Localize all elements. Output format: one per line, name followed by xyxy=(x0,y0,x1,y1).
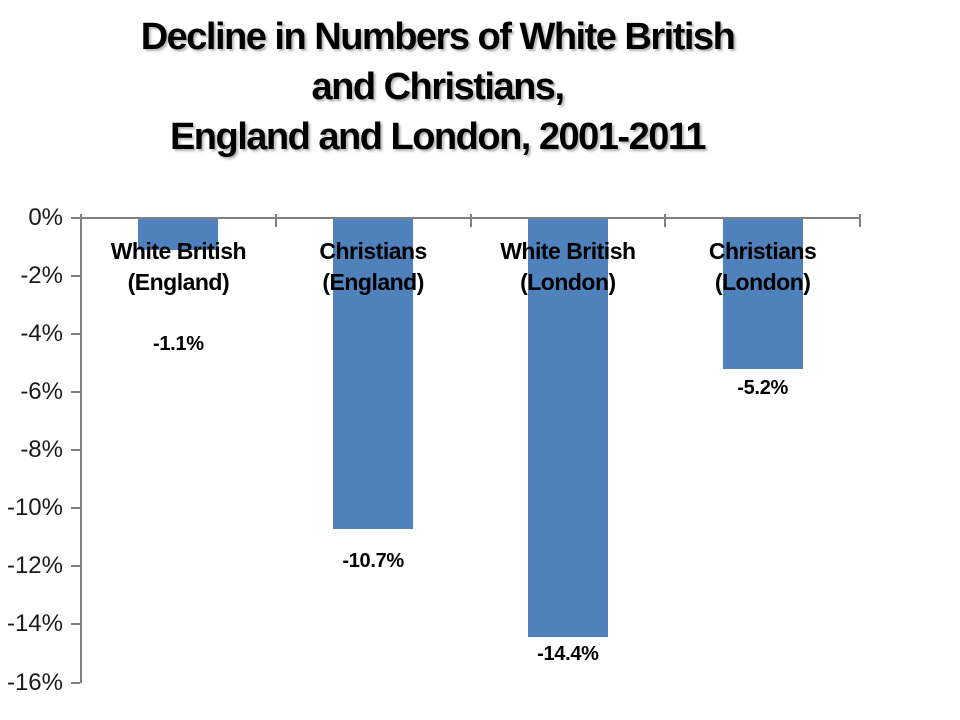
chart-title: Decline in Numbers of White British and … xyxy=(55,12,820,162)
y-tick-label: -12% xyxy=(6,552,63,580)
bar-christians-england xyxy=(333,219,414,529)
bar-christians-london xyxy=(722,219,803,369)
y-tick-label: -6% xyxy=(20,377,63,405)
category-label-christians-england: Christians (England) xyxy=(253,236,493,298)
category-label-line: (London) xyxy=(520,269,616,295)
y-tick-label: -2% xyxy=(20,261,63,289)
category-label-white-british-england: White British (England) xyxy=(58,236,298,298)
data-label-christians-london: -5.2% xyxy=(737,377,788,399)
category-label-line: (England) xyxy=(322,269,424,295)
y-tick-mark xyxy=(71,216,80,219)
y-tick-mark xyxy=(71,274,80,277)
y-axis-line xyxy=(80,217,82,683)
x-tick-mark xyxy=(469,214,472,227)
y-tick-label: -4% xyxy=(20,319,63,347)
bar-white-british-london xyxy=(527,219,608,637)
chart-title-line-3: England and London, 2001-2011 xyxy=(169,116,707,158)
y-tick-label: -16% xyxy=(6,668,63,696)
y-tick-mark xyxy=(71,565,80,568)
category-label-line: White British xyxy=(500,238,636,264)
category-label-line: White British xyxy=(110,238,247,264)
y-tick-label: -8% xyxy=(20,436,63,463)
chart-title-line-2: and Christians, xyxy=(311,66,566,108)
category-label-line: (London) xyxy=(714,269,811,295)
category-label-line: Christians xyxy=(708,238,817,264)
chart-title-line-1: Decline in Numbers of White British xyxy=(140,16,736,58)
y-tick-mark xyxy=(71,623,80,626)
y-tick-mark xyxy=(71,449,80,451)
category-label-white-british-london: White British (London) xyxy=(448,236,688,298)
data-label-christians-england: -10.7% xyxy=(342,550,404,572)
y-tick-label: -14% xyxy=(6,610,63,638)
x-tick-mark xyxy=(859,214,861,227)
x-tick-mark xyxy=(80,214,82,227)
data-label-white-british-england: -1.1% xyxy=(153,333,204,355)
y-tick-mark xyxy=(71,332,80,335)
category-label-line: (England) xyxy=(127,269,230,295)
x-tick-mark xyxy=(664,214,667,227)
y-tick-mark xyxy=(71,390,80,393)
x-tick-mark xyxy=(274,214,277,227)
category-label-line: Christians xyxy=(319,238,427,264)
y-tick-label: -10% xyxy=(6,494,63,522)
y-tick-mark xyxy=(71,507,80,510)
data-label-white-british-london: -14.4% xyxy=(537,643,599,665)
y-tick-mark xyxy=(71,681,80,684)
category-label-christians-london: Christians (London) xyxy=(643,236,883,298)
y-tick-label: 0% xyxy=(28,203,63,231)
bar-white-british-england xyxy=(138,219,219,250)
